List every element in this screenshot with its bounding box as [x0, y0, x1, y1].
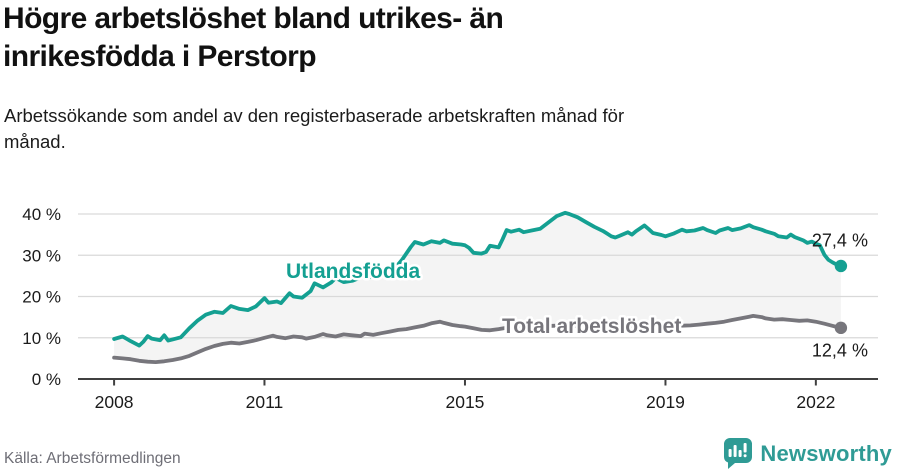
x-axis-tick-label: 2015 — [445, 392, 484, 412]
y-axis-tick-label: 0 % — [32, 370, 61, 389]
page-title: Högre arbetslöshet bland utrikes- än inr… — [3, 2, 504, 74]
y-axis-tick-label: 40 % — [22, 205, 61, 224]
chart-svg: 0 % 10 % 20 % 30 % 40 % 2008 2011 2015 2019 2022 U… — [22, 205, 878, 412]
newsworthy-logo: Newsworthy — [724, 438, 892, 469]
fill-between-area — [114, 212, 841, 363]
x-axis-tick-label: 2008 — [95, 392, 134, 412]
series-value-label-utlandsfodda: 27,4 % — [812, 230, 868, 250]
y-axis-tick-label: 10 % — [22, 329, 61, 348]
series-value-label-total: 12,4 % — [812, 340, 868, 360]
source-label: Källa: Arbetsförmedlingen — [4, 450, 181, 467]
y-axis-tick-label: 30 % — [22, 246, 61, 265]
page-subtitle: Arbetssökande som andel av den registerb… — [4, 105, 625, 153]
x-axis-tick-label: 2022 — [796, 392, 835, 412]
series-label-utlandsfodda: Utlandsfödda — [286, 260, 420, 283]
newsworthy-bars-speech-bubble-icon — [724, 438, 753, 469]
x-axis-tick-label: 2019 — [646, 392, 685, 412]
series-end-dot-total — [834, 321, 848, 335]
y-axis-tick-label: 20 % — [22, 288, 61, 307]
series-end-dot-utlandsfodda — [834, 259, 848, 273]
newsworthy-logo-text: Newsworthy — [760, 440, 892, 466]
series-line-total — [112, 314, 843, 365]
series-label-total: Total arbetslöshet — [502, 315, 681, 338]
x-axis-tick-label: 2011 — [246, 392, 284, 412]
series-line-utlandsfodda — [112, 210, 843, 348]
